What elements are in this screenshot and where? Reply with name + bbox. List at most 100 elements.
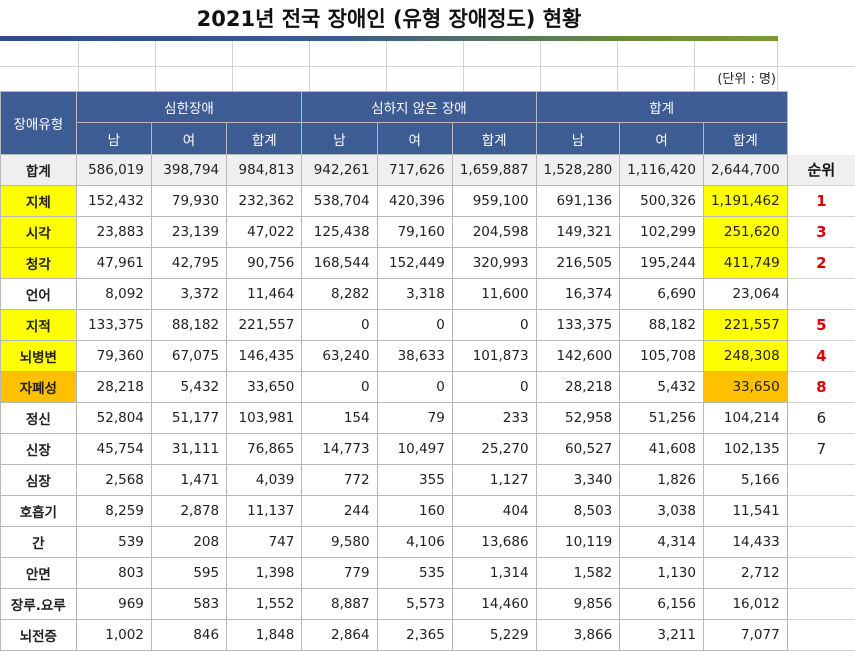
cell-disability-type[interactable]: 신장 [0,433,77,465]
header-total-total[interactable]: 합계 [702,122,788,155]
cell-value[interactable]: 539 [75,526,152,558]
cell-value[interactable]: 23,064 [702,278,788,310]
cell-value[interactable]: 103,981 [226,402,303,434]
cell-value[interactable]: 52,958 [535,402,621,434]
cell-value[interactable]: 146,435 [226,340,303,372]
cell-value[interactable]: 33,650 [702,371,788,403]
cell-value[interactable]: 251,620 [702,216,788,248]
cell-value[interactable]: 11,541 [702,495,788,527]
cell-value[interactable]: 88,182 [619,309,704,341]
header-mild-male[interactable]: 남 [301,122,378,155]
cell-value[interactable]: 3,211 [619,619,704,651]
cell-value[interactable]: 204,598 [451,216,537,248]
cell-value[interactable]: 959,100 [451,185,537,217]
cell-value[interactable]: 1,191,462 [702,185,788,217]
cell-value[interactable]: 8,887 [301,588,378,620]
cell-disability-type[interactable]: 지체 [0,185,77,217]
cell-value[interactable]: 1,582 [535,557,621,589]
cell-value[interactable]: 1,398 [226,557,303,589]
cell-value[interactable]: 691,136 [535,185,621,217]
cell-value[interactable]: 984,813 [226,154,303,186]
cell-value[interactable]: 8,503 [535,495,621,527]
cell-value[interactable]: 0 [301,371,378,403]
cell-value[interactable]: 233 [451,402,537,434]
cell-value[interactable]: 1,127 [451,464,537,496]
cell-value[interactable]: 31,111 [150,433,228,465]
cell-value[interactable]: 11,137 [226,495,303,527]
cell-value[interactable]: 9,856 [535,588,621,620]
cell-value[interactable]: 10,497 [376,433,453,465]
header-mild-female[interactable]: 여 [376,122,453,155]
cell-value[interactable]: 101,873 [451,340,537,372]
cell-value[interactable]: 90,756 [226,247,303,279]
cell-value[interactable]: 2,878 [150,495,228,527]
cell-value[interactable]: 3,866 [535,619,621,651]
cell-disability-type[interactable]: 뇌병변 [0,340,77,372]
cell-value[interactable]: 5,229 [451,619,537,651]
cell-value[interactable]: 38,633 [376,340,453,372]
header-group-total[interactable]: 합계 [535,91,788,123]
cell-value[interactable]: 8,282 [301,278,378,310]
cell-value[interactable]: 500,326 [619,185,704,217]
cell-value[interactable]: 0 [376,309,453,341]
cell-value[interactable]: 1,659,887 [451,154,537,186]
cell-value[interactable]: 9,580 [301,526,378,558]
cell-value[interactable]: 5,166 [702,464,788,496]
header-group-mild[interactable]: 심하지 않은 장애 [301,91,537,123]
header-group-severe[interactable]: 심한장애 [75,91,303,123]
cell-value[interactable]: 47,022 [226,216,303,248]
cell-value[interactable]: 102,135 [702,433,788,465]
cell-value[interactable]: 538,704 [301,185,378,217]
cell-value[interactable]: 0 [301,309,378,341]
cell-value[interactable]: 5,432 [619,371,704,403]
cell-value[interactable]: 535 [376,557,453,589]
cell-value[interactable]: 79 [376,402,453,434]
cell-value[interactable]: 52,804 [75,402,152,434]
cell-disability-type[interactable]: 자폐성 [0,371,77,403]
cell-value[interactable]: 4,039 [226,464,303,496]
cell-value[interactable]: 803 [75,557,152,589]
cell-value[interactable]: 583 [150,588,228,620]
cell-value[interactable]: 79,360 [75,340,152,372]
cell-value[interactable]: 104,214 [702,402,788,434]
cell-value[interactable]: 142,600 [535,340,621,372]
cell-value[interactable]: 33,650 [226,371,303,403]
cell-value[interactable]: 1,826 [619,464,704,496]
cell-value[interactable]: 28,218 [535,371,621,403]
cell-value[interactable]: 11,464 [226,278,303,310]
cell-value[interactable]: 4,106 [376,526,453,558]
cell-value[interactable]: 23,139 [150,216,228,248]
cell-value[interactable]: 0 [451,371,537,403]
cell-value[interactable]: 152,449 [376,247,453,279]
cell-value[interactable]: 88,182 [150,309,228,341]
cell-value[interactable]: 2,644,700 [702,154,788,186]
cell-value[interactable]: 1,848 [226,619,303,651]
cell-value[interactable]: 51,177 [150,402,228,434]
cell-value[interactable]: 1,116,420 [619,154,704,186]
header-total-female[interactable]: 여 [619,122,704,155]
cell-value[interactable]: 411,749 [702,247,788,279]
cell-value[interactable]: 221,557 [702,309,788,341]
cell-value[interactable]: 942,261 [301,154,378,186]
cell-value[interactable]: 1,314 [451,557,537,589]
cell-value[interactable]: 216,505 [535,247,621,279]
cell-value[interactable]: 404 [451,495,537,527]
cell-value[interactable]: 41,608 [619,433,704,465]
header-disability-type[interactable]: 장애유형 [0,91,77,155]
cell-value[interactable]: 42,795 [150,247,228,279]
cell-value[interactable]: 5,432 [150,371,228,403]
cell-value[interactable]: 6,690 [619,278,704,310]
cell-value[interactable]: 595 [150,557,228,589]
cell-value[interactable]: 154 [301,402,378,434]
cell-value[interactable]: 102,299 [619,216,704,248]
cell-value[interactable]: 10,119 [535,526,621,558]
cell-value[interactable]: 2,568 [75,464,152,496]
cell-value[interactable]: 125,438 [301,216,378,248]
cell-value[interactable]: 0 [376,371,453,403]
cell-value[interactable]: 25,270 [451,433,537,465]
cell-value[interactable]: 14,433 [702,526,788,558]
cell-value[interactable]: 1,002 [75,619,152,651]
cell-value[interactable]: 1,130 [619,557,704,589]
cell-value[interactable]: 79,930 [150,185,228,217]
cell-value[interactable]: 8,092 [75,278,152,310]
